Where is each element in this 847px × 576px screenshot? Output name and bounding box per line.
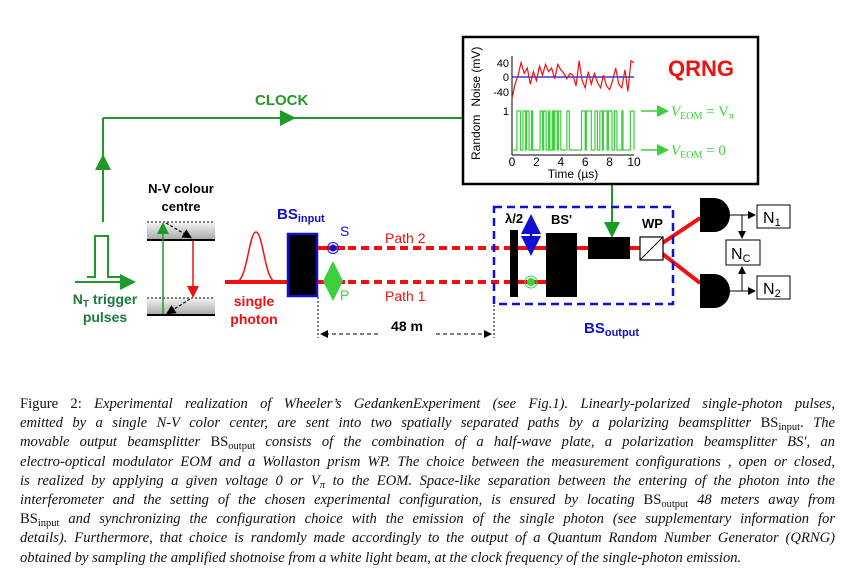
caption-text: electro-optical modulator EOM and a Woll… [20,453,835,470]
tick-label: 0 [503,72,509,84]
distance-label: 48 m [391,318,423,334]
caption-text: interferometer and the setting of the ch… [20,491,644,508]
nv-label-line2: centre [161,199,200,214]
clock-label: CLOCK [255,92,308,109]
random-series-line [512,110,635,151]
x-tick-label: 6 [582,155,589,169]
caption-text: BS [210,434,229,451]
caption-line: electro-optical modulator EOM and a Woll… [20,453,835,472]
caption-text: BS [760,415,779,432]
counter-n2 [756,275,791,300]
caption-text: output [228,441,256,453]
bs-input [286,232,319,298]
clock-line [95,110,620,238]
caption-text: π [319,479,326,491]
figure-caption: Figure 2: Experimental realization of Wh… [20,395,835,568]
caption-text: consists of the combination of a half-wa… [255,434,835,451]
caption-line: Figure 2: Experimental realization of Wh… [20,395,835,414]
caption-line: details). Furthermore, that choice is ra… [20,529,835,548]
photon-pulse [236,231,276,282]
path2-label: Path 2 [385,230,426,246]
photon-label-line1: single [234,293,275,309]
x-tick-label: 0 [509,155,516,169]
x-tick-labels: 0 2 4 6 8 10 [509,155,641,169]
caption-text: details). Furthermore, that choice is ra… [20,530,835,547]
photon-label-line2: photon [230,311,277,327]
bs-prime [546,233,577,297]
distance-marker [317,297,495,338]
caption-line: emitted by a single N-V color center, ar… [20,414,835,433]
state-high-label: VEOM = Vπ [671,104,734,122]
caption-text: input [37,518,60,530]
caption-line: interferometer and the setting of the ch… [20,491,835,510]
caption-text: input [778,422,801,434]
noise-tick-labels: 40 0 -40 1 [493,58,509,118]
caption-text: and synchronizing the configuration choi… [59,511,835,528]
counter-n1 [756,204,791,229]
detector-wiring [730,211,756,295]
wp-label: WP [642,216,663,231]
trigger-pulse [75,235,136,290]
bs-output-box [492,205,675,306]
counter-nc-label: NC [731,246,751,265]
caption-text: BS [20,511,38,528]
path1-label: Path 1 [385,288,426,304]
trigger-label: NT trigger [73,291,138,310]
half-wave-plate [510,230,518,297]
bs-output-label: BSoutput [584,320,639,339]
caption-text: emitted by a single N-V color center, ar… [20,415,761,432]
counter-n1-label: N1 [763,210,781,229]
caption-text: to the EOM. Space-like separation betwee… [325,472,835,489]
qrng-title: QRNG [668,56,734,81]
x-tick-label: 8 [606,155,613,169]
s-label: S [340,223,349,239]
caption-text: Experimental realization of Wheeler’s Ge… [94,396,835,412]
trigger-label-line2: pulses [83,309,128,325]
bs-prime-label: BS' [551,212,572,227]
caption-text: output [661,498,689,510]
eom [588,237,630,259]
experiment-diagram: CLOCK NT trigger pulses N-V colour centr… [73,35,791,339]
state-low-label: VEOM = 0 [671,143,726,161]
caption-line: obtained by sampling the amplified shotn… [20,549,835,568]
caption-text: BS [643,491,662,508]
detector-1 [700,198,730,232]
qrng-xlabel: Time (µs) [548,167,598,181]
bs-input-label: BSinput [277,206,325,225]
caption-text: obtained by sampling the amplified shotn… [20,549,742,566]
noise-series-line [511,59,635,99]
detector-2 [700,274,730,308]
caption-text: Figure 2: [20,396,95,412]
caption-text: is realized by applying a given voltage … [20,472,320,489]
caption-line: is realized by applying a given voltage … [20,472,835,491]
caption-text: . [800,415,804,432]
caption-text: The [803,415,835,432]
x-tick-label: 2 [533,155,540,169]
counter-n2-label: N2 [763,281,781,300]
nv-label-line1: N-V colour [148,181,214,196]
tick-label: -40 [493,87,509,99]
caption-line: BSinput and synchronizing the configurat… [20,510,835,529]
p-label: P [340,287,349,303]
x-tick-label: 4 [557,155,564,169]
half-wave-label: λ/2 [505,211,523,226]
caption-text: movable output beamsplitter [20,434,211,451]
caption-line: movable output beamsplitter BSoutput con… [20,433,835,452]
s-polarization-icon [327,242,339,254]
tick-label: 40 [497,58,509,70]
x-tick-label: 10 [627,155,641,169]
polarization-dot-icon [524,275,538,289]
counter-nc [725,239,761,266]
caption-text: 48 meters away from [688,491,835,508]
nv-energy-levels [147,221,215,316]
tick-label: 1 [503,106,509,118]
qrng-ylabel: RandomNoise (mV) [469,47,483,160]
